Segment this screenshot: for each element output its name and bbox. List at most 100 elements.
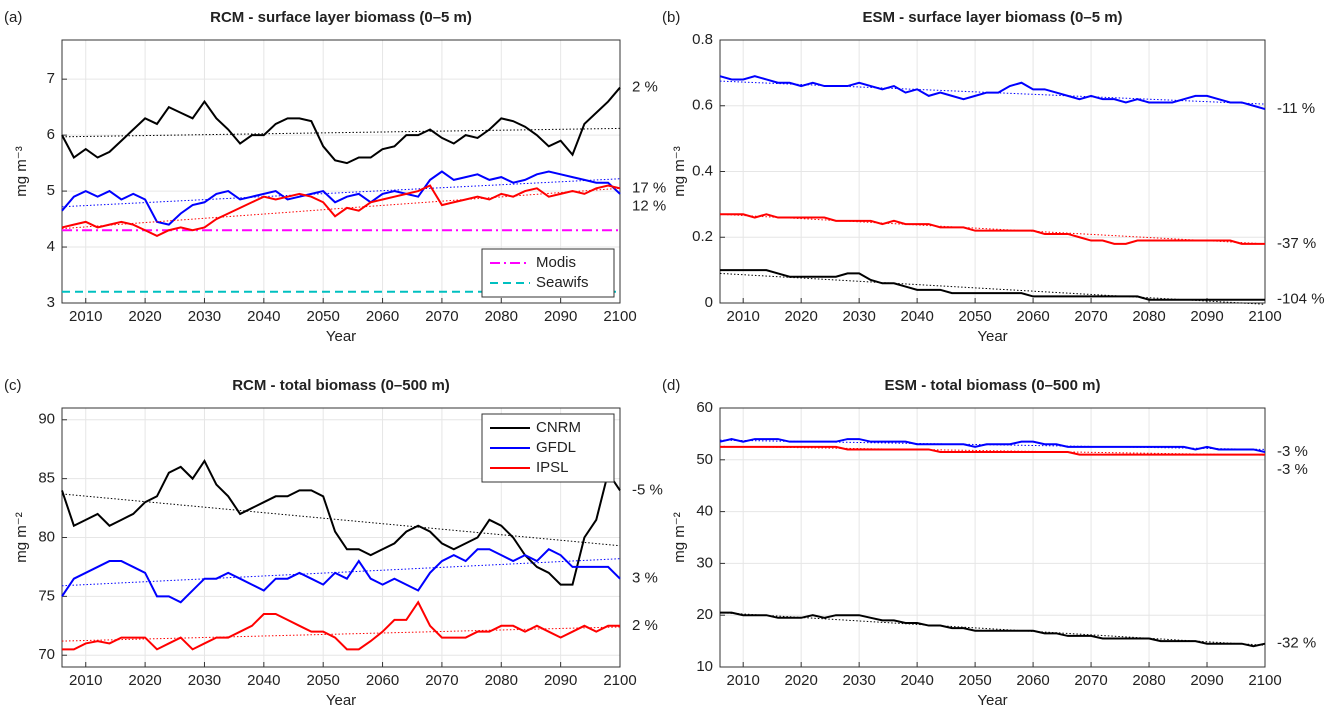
x-tick-label: 2030	[842, 672, 875, 689]
y-tick-label: 50	[696, 451, 713, 468]
y-axis-label: mg m⁻²	[13, 512, 30, 562]
x-tick-label: 2010	[69, 672, 102, 689]
change-label: 12 %	[632, 197, 666, 214]
legend-label: IPSL	[536, 459, 569, 476]
x-tick-label: 2020	[128, 672, 161, 689]
change-label: 2 %	[632, 617, 658, 634]
change-label: -3 %	[1277, 443, 1308, 460]
change-label: -3 %	[1277, 461, 1308, 478]
x-tick-label: 2080	[485, 308, 518, 325]
x-tick-label: 2020	[784, 308, 817, 325]
x-axis-label: Year	[326, 328, 356, 345]
data-line	[61, 184, 621, 237]
change-label: -5 %	[632, 481, 663, 498]
y-tick-label: 90	[38, 411, 55, 428]
x-tick-label: 2060	[1016, 672, 1049, 689]
x-tick-label: 2040	[900, 308, 933, 325]
data-line	[719, 75, 1266, 110]
legend-label: Modis	[536, 254, 576, 271]
data-line	[61, 170, 621, 226]
x-tick-label: 2090	[544, 672, 577, 689]
trend-line	[61, 178, 621, 208]
chart-title: ESM - total biomass (0–500 m)	[885, 377, 1101, 394]
y-tick-label: 0.4	[692, 162, 713, 179]
axes-frame	[719, 39, 1266, 304]
chart-title: ESM - surface layer biomass (0–5 m)	[862, 9, 1122, 26]
x-tick-label: 2030	[188, 672, 221, 689]
x-tick-label: 2070	[425, 672, 458, 689]
data-line	[61, 548, 621, 604]
x-tick-label: 2040	[900, 672, 933, 689]
trend-line	[61, 558, 621, 587]
trend-line	[61, 493, 621, 547]
x-tick-label: 2050	[958, 308, 991, 325]
x-tick-label: 2100	[1248, 672, 1281, 689]
y-tick-label: 3	[47, 294, 55, 311]
data-line	[720, 213, 1265, 245]
x-tick-label: 2070	[1074, 308, 1107, 325]
x-tick-label: 2080	[1132, 672, 1165, 689]
data-line	[720, 611, 1266, 648]
x-tick-label: 2080	[1132, 308, 1165, 325]
y-tick-label: 40	[696, 503, 713, 520]
x-tick-label: 2090	[1190, 308, 1223, 325]
change-label: -37 %	[1277, 235, 1316, 252]
x-tick-label: 2060	[1016, 308, 1049, 325]
y-tick-label: 6	[47, 126, 55, 143]
data-line	[720, 445, 1265, 456]
x-tick-label: 2040	[247, 308, 280, 325]
change-label: -11 %	[1277, 100, 1315, 117]
y-tick-label: 5	[47, 182, 55, 199]
y-axis-label: mg m⁻³	[13, 146, 30, 196]
y-tick-label: 70	[38, 646, 55, 663]
x-tick-label: 2050	[307, 308, 340, 325]
panel-label: (d)	[662, 377, 680, 394]
change-label: 17 %	[632, 179, 666, 196]
x-axis-label: Year	[977, 328, 1007, 345]
y-tick-label: 75	[38, 587, 55, 604]
data-line	[720, 269, 1265, 301]
panel: 2010 2020 2030 2040 2050 2060 2070 2080 2090 2100…	[4, 9, 666, 345]
data-line	[62, 600, 620, 651]
y-tick-label: 0.6	[692, 97, 713, 114]
panel: 2010 2020 2030 2040 2050 2060 2070 2080 2090 2100…	[662, 377, 1316, 709]
x-tick-label: 2020	[784, 672, 817, 689]
panel: 2010 2020 2030 2040 2050 2060 2070 2080 2090 2100…	[662, 9, 1325, 345]
x-tick-label: 2010	[727, 672, 760, 689]
x-tick-label: 2070	[1074, 672, 1107, 689]
data-line	[61, 86, 621, 165]
x-tick-label: 2100	[1248, 308, 1281, 325]
y-axis-label: mg m⁻³	[671, 146, 688, 196]
y-tick-label: 60	[696, 399, 713, 416]
x-tick-label: 2090	[544, 308, 577, 325]
x-axis-label: Year	[326, 692, 356, 709]
panel-label: (a)	[4, 9, 22, 26]
legend-label: CNRM	[536, 419, 581, 436]
x-tick-label: 2020	[128, 308, 161, 325]
x-tick-label: 2010	[69, 308, 102, 325]
panel-label: (b)	[662, 9, 680, 26]
panel: 2010 2020 2030 2040 2050 2060 2070 2080 2090 2100…	[4, 377, 663, 709]
x-tick-label: 2070	[425, 308, 458, 325]
y-tick-label: 20	[696, 606, 713, 623]
y-tick-label: 7	[47, 70, 55, 87]
data-line	[719, 438, 1266, 454]
y-tick-label: 0.8	[692, 31, 713, 48]
axes-frame	[61, 407, 621, 668]
y-tick-label: 0	[705, 294, 713, 311]
y-axis-label: mg m⁻²	[671, 512, 688, 562]
y-tick-label: 10	[696, 658, 713, 675]
trend-line	[61, 187, 621, 230]
x-tick-label: 2060	[366, 308, 399, 325]
x-tick-label: 2100	[603, 672, 636, 689]
axes-frame	[719, 407, 1266, 668]
x-tick-label: 2050	[958, 672, 991, 689]
x-tick-label: 2100	[603, 308, 636, 325]
x-tick-label: 2080	[485, 672, 518, 689]
change-label: -104 %	[1277, 291, 1325, 308]
y-tick-label: 30	[696, 554, 713, 571]
y-tick-label: 0.2	[692, 228, 713, 245]
legend-box	[481, 248, 615, 298]
change-label: 2 %	[632, 79, 658, 96]
x-tick-label: 2040	[247, 672, 280, 689]
